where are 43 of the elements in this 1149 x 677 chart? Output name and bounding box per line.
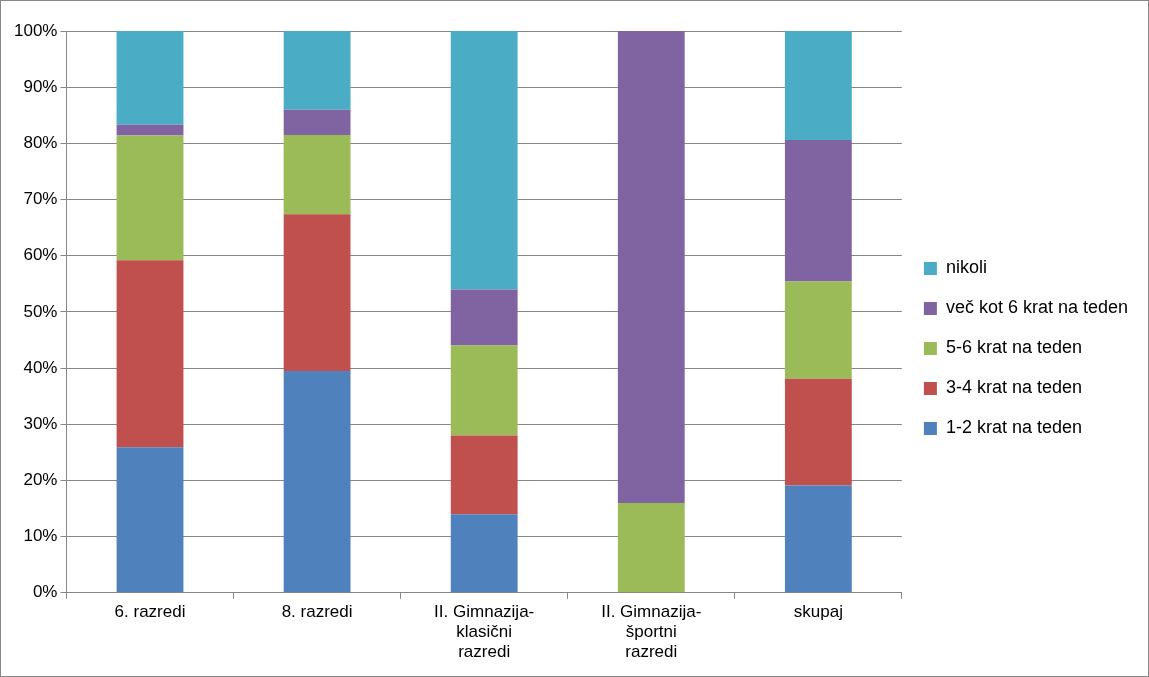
x-tick-label: 8. razredi: [281, 601, 353, 621]
y-tick-label: 0%: [32, 582, 58, 602]
x-tick-label: skupaj: [793, 601, 843, 621]
x-tick-label: II. Gimnazija-športni razredi: [601, 601, 702, 662]
legend-label: več kot 6 krat na teden: [945, 297, 1128, 318]
y-tick-label: 30%: [23, 413, 58, 433]
y-tick-label: 80%: [23, 133, 58, 153]
legend-label: 5-6 krat na teden: [945, 337, 1082, 358]
bar: [283, 109, 351, 135]
bar: [450, 289, 518, 346]
bar: [784, 139, 852, 282]
legend-label: nikoli: [945, 257, 987, 278]
y-tick-label: 20%: [23, 470, 58, 490]
bar: [784, 378, 852, 486]
y-tick-label: 40%: [23, 357, 58, 377]
x-tick-label: II. Gimnazija-klasični razredi: [434, 601, 535, 662]
bar: [283, 134, 351, 215]
y-tick-label: 50%: [23, 301, 58, 321]
bar: [450, 514, 518, 593]
bar: [784, 485, 852, 593]
legend-label: 1-2 krat na teden: [945, 417, 1082, 438]
bar: [116, 124, 184, 136]
bar: [116, 447, 184, 593]
bar: [116, 135, 184, 261]
bar: [450, 31, 518, 290]
y-tick-label: 10%: [23, 526, 58, 546]
bar: [784, 31, 852, 140]
y-tick-label: 70%: [23, 189, 58, 209]
bar: [450, 345, 518, 436]
y-tick-label: 90%: [23, 76, 58, 96]
bar: [116, 31, 184, 125]
y-tick-label: 60%: [23, 245, 58, 265]
bar: [450, 435, 518, 515]
bar: [784, 281, 852, 379]
bar: [617, 502, 685, 593]
bar: [116, 260, 184, 448]
bar: [617, 31, 685, 503]
y-tick-label: 100%: [14, 20, 58, 40]
bar: [283, 214, 351, 371]
legend-label: 3-4 krat na teden: [945, 377, 1082, 398]
bar: [283, 370, 351, 593]
x-tick-label: 6. razredi: [114, 601, 186, 621]
bar: [283, 31, 351, 110]
